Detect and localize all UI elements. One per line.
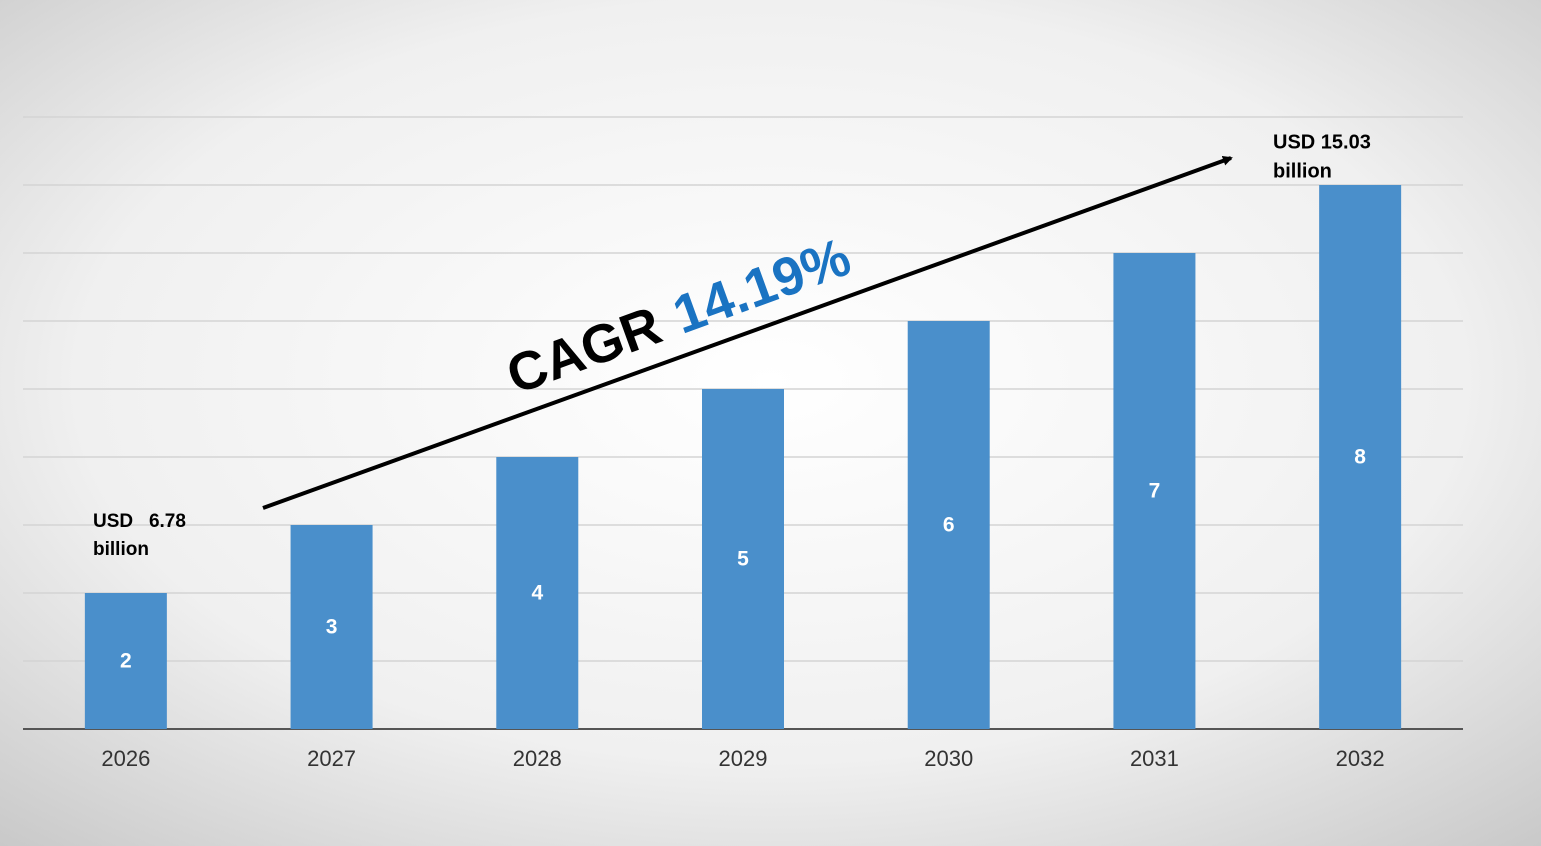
x-tick-label: 2028 [513,746,562,771]
x-tick-label: 2027 [307,746,356,771]
data-label: 7 [1149,480,1161,503]
bar [84,593,167,729]
x-tick-label: 2026 [101,746,150,771]
data-label: 5 [737,548,749,571]
data-label: 8 [1354,446,1366,469]
x-tick-label: 2029 [719,746,768,771]
x-tick-label: 2032 [1336,746,1385,771]
data-label: 3 [326,616,338,639]
x-tick-label: 2030 [924,746,973,771]
bar [1319,185,1402,729]
x-tick-label: 2031 [1130,746,1179,771]
start-annotation: USD 6.78 [93,511,186,532]
bar [290,525,373,729]
bar [702,389,784,729]
bars [84,185,1402,729]
cagr-arrow [262,156,1233,510]
end-annotation: USD 15.03 [1273,131,1371,153]
start-annotation: billion [93,539,149,560]
bar [496,457,579,729]
data-label: 2 [120,650,132,673]
end-annotation: billion [1273,160,1332,182]
data-label: 6 [943,514,955,537]
bar [1113,253,1196,729]
bar [907,321,990,729]
data-label: 4 [531,582,543,605]
